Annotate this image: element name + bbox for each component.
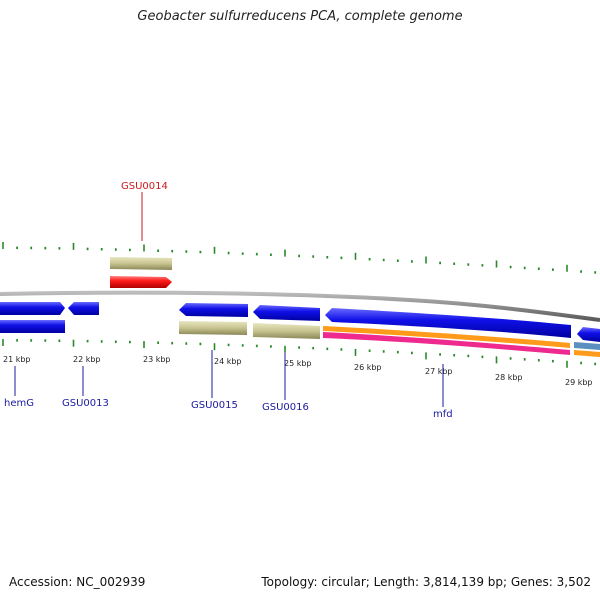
khaki-feature-track-outer [110,257,172,270]
gene-label-gsu0015[interactable]: GSU0015 [191,400,238,411]
gene-labels: GSU0014 hemG GSU0013 GSU0015 GSU0016 mfd [4,181,453,420]
kbp-label-21: 21 kbp [3,355,31,364]
outer-tick-track [2,242,597,274]
gene-gsu0014-arrow[interactable] [110,276,172,288]
gene-hemg-arrow[interactable] [0,302,65,315]
gene-hemg-secondary[interactable] [0,320,65,333]
gene-gsu0013-arrow[interactable] [68,302,99,315]
inner-tick-track [2,339,597,368]
kbp-label-22: 22 kbp [73,355,101,364]
gene-label-gsu0016[interactable]: GSU0016 [262,402,309,413]
khaki-feature-track-inner [179,321,320,339]
accession-text: Accession: NC_002939 [9,575,146,589]
gene-mfd-arrow[interactable] [325,308,571,338]
kbp-label-29: 29 kbp [565,378,593,387]
gene-partial-right-arrow[interactable] [577,327,600,342]
kbp-scale-labels: 21 kbp 22 kbp 23 kbp 24 kbp 25 kbp 26 kb… [3,355,593,387]
map-title: Geobacter sulfurreducens PCA, complete g… [137,9,463,24]
orange-feature-track-right [574,350,600,357]
genome-backbone [0,290,600,322]
kbp-label-27: 27 kbp [425,367,453,376]
gene-label-gsu0014[interactable]: GSU0014 [121,181,168,192]
magenta-feature-track [323,332,570,355]
kbp-label-28: 28 kbp [495,373,523,382]
kbp-label-26: 26 kbp [354,363,382,372]
gene-label-hemg[interactable]: hemG [4,398,34,409]
gene-gsu0015-arrow[interactable] [179,303,248,317]
gene-label-mfd[interactable]: mfd [433,409,453,420]
kbp-label-24: 24 kbp [214,357,242,366]
genome-summary-text: Topology: circular; Length: 3,814,139 bp… [261,575,591,589]
kbp-label-25: 25 kbp [284,359,312,368]
gene-label-gsu0013[interactable]: GSU0013 [62,398,109,409]
kbp-label-23: 23 kbp [143,355,171,364]
orange-feature-track [323,326,570,348]
gene-gsu0016-arrow[interactable] [253,305,320,321]
steel-feature-track [574,342,600,350]
gene-track-forward [0,302,600,342]
